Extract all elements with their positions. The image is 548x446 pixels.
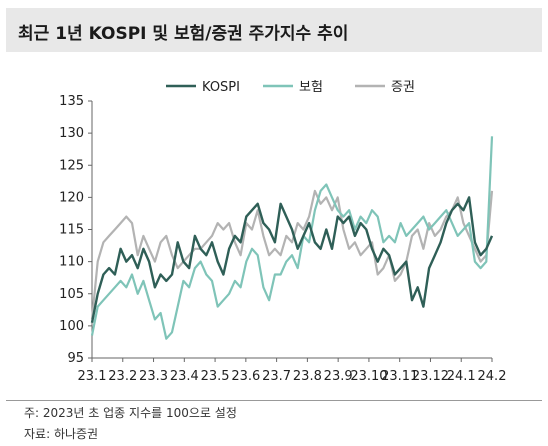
source-note: 자료: 하나증권: [24, 427, 99, 441]
divider: [6, 400, 542, 401]
series-line-securities: [90, 189, 494, 320]
y-tick-label: 115: [59, 223, 84, 238]
y-tick-label: 95: [67, 351, 84, 366]
x-tick-label: 23.1: [78, 369, 107, 384]
x-tick-label: 23.11: [381, 369, 418, 384]
y-tick-label: 110: [59, 255, 84, 270]
x-tick-label: 23.2: [108, 369, 137, 384]
y-tick-label: 130: [59, 126, 84, 141]
x-tick-label: 24.1: [447, 369, 476, 384]
y-tick-label: 105: [59, 287, 84, 302]
legend-label-insurance: 보험: [299, 80, 323, 95]
x-tick-label: 23.6: [231, 369, 260, 384]
x-tick-label: 23.7: [262, 369, 291, 384]
series-line-kospi: [90, 196, 494, 323]
x-tick-label: 23.4: [170, 369, 199, 384]
series-line-insurance: [90, 136, 494, 340]
x-tick-label: 23.10: [350, 369, 387, 384]
x-tick-label: 24.2: [478, 369, 507, 384]
x-tick-label: 23.9: [324, 369, 353, 384]
title-bar: 최근 1년 KOSPI 및 보험/증권 주가지수 추이: [6, 8, 542, 52]
legend-label-kospi: KOSPI: [202, 80, 240, 95]
y-tick-label: 120: [59, 190, 84, 205]
x-tick-label: 23.12: [412, 369, 449, 384]
x-tick-label: 23.5: [201, 369, 230, 384]
y-tick-label: 135: [59, 94, 84, 109]
y-tick-label: 125: [59, 158, 84, 173]
footnote: 주: 2023년 초 업종 지수를 100으로 설정: [24, 406, 237, 420]
x-tick-label: 23.3: [139, 369, 168, 384]
chart-title: 최근 1년 KOSPI 및 보험/증권 주가지수 추이: [18, 24, 349, 44]
x-tick-label: 23.8: [293, 369, 322, 384]
y-tick-label: 100: [59, 319, 84, 334]
legend-label-securities: 증권: [391, 80, 415, 95]
